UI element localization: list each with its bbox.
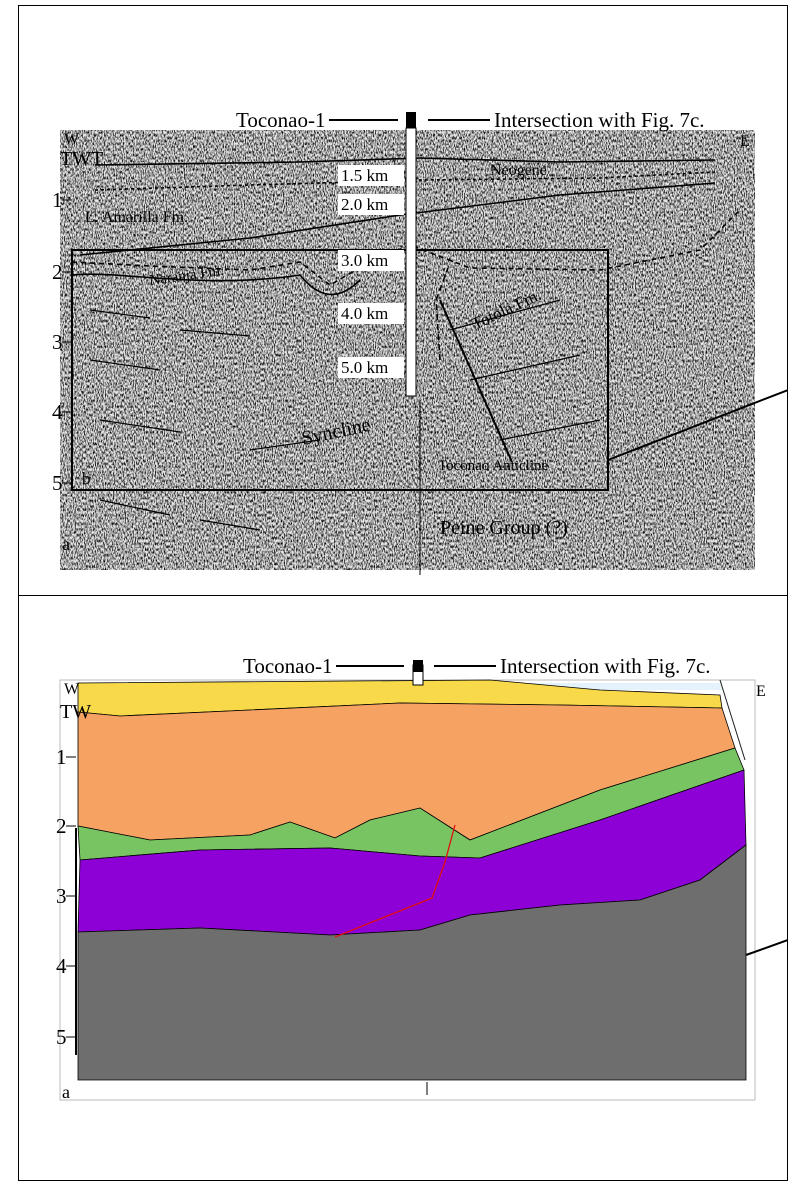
formation-label: Neogene bbox=[490, 162, 547, 179]
depth-label: 1.5 km bbox=[341, 166, 388, 185]
axis-tick-label: 4 bbox=[56, 954, 67, 978]
panel-label: a bbox=[62, 1082, 70, 1102]
well-head bbox=[406, 112, 416, 128]
axis-tick-label: 5 bbox=[52, 471, 63, 495]
anticline-arrow bbox=[439, 299, 513, 463]
depth-label: 4.0 km bbox=[341, 304, 388, 323]
depth-label-bg bbox=[338, 250, 404, 271]
axis-tick-label: 4 bbox=[52, 400, 63, 424]
east-label: E bbox=[740, 133, 750, 150]
top-panel: Toconao-1 Intersection with Fig. 7c. W E… bbox=[52, 108, 788, 575]
axis-title: TWT bbox=[60, 148, 103, 170]
depth-label-bg bbox=[338, 357, 404, 378]
well-label: Toconao-1 bbox=[236, 108, 326, 132]
depth-label: 3.0 km bbox=[341, 251, 388, 270]
reflectors bbox=[89, 299, 601, 531]
panel-label: a bbox=[62, 534, 70, 554]
axis-tick-label: 1 bbox=[52, 188, 63, 212]
layer-basement bbox=[77, 844, 747, 1081]
depth-label-bg bbox=[338, 303, 404, 324]
intersection-label: Intersection with Fig. 7c. bbox=[500, 654, 711, 678]
west-label: W bbox=[64, 681, 80, 698]
intersection-label: Intersection with Fig. 7c. bbox=[494, 108, 705, 132]
axis-tick-label: 2 bbox=[52, 260, 63, 284]
horizons bbox=[71, 157, 741, 361]
axis-tick-label: 2 bbox=[56, 814, 67, 838]
axis-tick-label: 5 bbox=[56, 1025, 67, 1049]
depth-label: 2.0 km bbox=[341, 195, 388, 214]
east-label: E bbox=[756, 683, 766, 700]
edge-line bbox=[719, 679, 746, 761]
box-label: b bbox=[82, 469, 91, 488]
depth-label: 5.0 km bbox=[341, 358, 388, 377]
well bbox=[405, 127, 417, 397]
well-head bbox=[413, 660, 423, 672]
feature-label: Toconao Anticline bbox=[438, 458, 549, 474]
bottom-panel: Toconao-1 Intersection with Fig. 7c. W E… bbox=[56, 654, 788, 1102]
well-label: Toconao-1 bbox=[243, 654, 333, 678]
axis-tick-label: 3 bbox=[52, 330, 63, 354]
formation-label: L. Amarilla Fm. bbox=[85, 209, 188, 226]
axis-title: TW bbox=[60, 701, 91, 723]
leader-line bbox=[745, 939, 788, 956]
leader-line bbox=[607, 389, 788, 461]
axis-tick-label: 1 bbox=[56, 745, 67, 769]
west-label: W bbox=[64, 131, 80, 148]
depth-label-bg bbox=[338, 165, 404, 186]
fault bbox=[334, 824, 456, 938]
axis-tick-label: 3 bbox=[56, 884, 67, 908]
depth-label-bg bbox=[338, 194, 404, 215]
formation-label: Peine Group (?) bbox=[440, 517, 568, 539]
